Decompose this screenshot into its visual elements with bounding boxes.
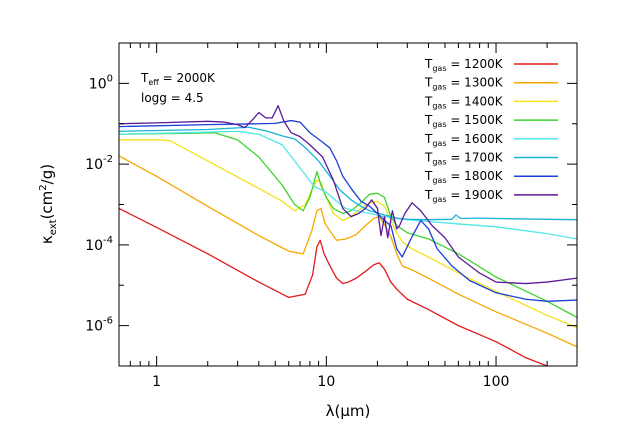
- logg-annotation: logg = 4.5: [141, 91, 204, 105]
- y-tick-label: 100: [89, 73, 113, 92]
- y-tick-label: 10-6: [85, 316, 113, 335]
- x-axis-label: λ(μm): [326, 402, 371, 420]
- y-axis-label: κext(cm2/g): [38, 164, 59, 244]
- series-line-7: [119, 119, 577, 302]
- ticks-group: [118, 42, 578, 367]
- tick-labels-group: 1 10 100 10-6 10-4 10-2 100: [85, 73, 509, 390]
- legend-label-1: Tgas = 1200K: [424, 57, 504, 73]
- legend-label-2: Tgas = 1300K: [424, 76, 504, 92]
- legend-label-3: Tgas = 1400K: [424, 94, 504, 110]
- y-tick-label: 10-2: [85, 154, 113, 173]
- legend-label-4: Tgas = 1500K: [424, 113, 504, 129]
- series-line-4: [119, 132, 577, 318]
- x-tick-label: 1: [152, 374, 161, 390]
- series-line-5: [119, 130, 577, 240]
- legend: Tgas = 1200K Tgas = 1300K Tgas = 1400K Tgas…: [424, 57, 558, 204]
- series-line-1: [119, 207, 548, 366]
- series-line-3: [119, 139, 577, 329]
- series-line-8: [119, 105, 577, 285]
- y-tick-label: 10-4: [85, 235, 113, 254]
- legend-label-7: Tgas = 1800K: [424, 169, 504, 185]
- series-line-6: [119, 126, 577, 221]
- teff-annotation: Teff = 2000K: [140, 71, 216, 87]
- curves-group: [119, 105, 577, 366]
- legend-label-6: Tgas = 1700K: [424, 151, 504, 167]
- x-tick-label: 100: [483, 374, 510, 390]
- legend-label-5: Tgas = 1600K: [424, 132, 504, 148]
- legend-label-8: Tgas = 1900K: [424, 188, 504, 204]
- series-line-2: [119, 155, 577, 348]
- x-tick-label: 10: [317, 374, 335, 390]
